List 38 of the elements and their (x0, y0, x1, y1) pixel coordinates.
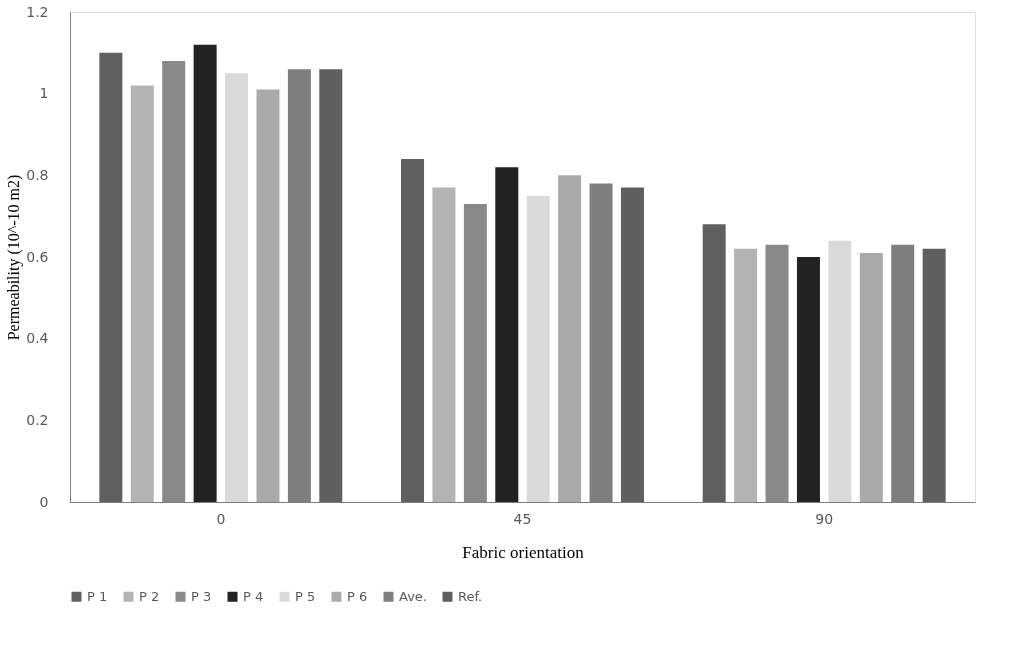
bar (922, 248, 946, 502)
legend-label: Ref. (458, 588, 483, 604)
legend-label: P 4 (243, 588, 264, 604)
bar (734, 248, 758, 502)
bar (130, 85, 154, 502)
bar (859, 252, 883, 502)
x-tick-label: 45 (513, 510, 532, 527)
legend-label: P 2 (139, 588, 160, 604)
x-axis-title: Fabric orientation (462, 542, 585, 562)
y-tick-label: 0.8 (26, 166, 49, 183)
legend-label: P 3 (191, 588, 212, 604)
y-axis-title: Permeability (10^-10 m2) (5, 174, 24, 341)
x-tick-label: 90 (815, 510, 834, 527)
y-tick-label: 0.6 (26, 248, 49, 265)
y-tick-label: 1 (39, 85, 49, 102)
bar (225, 73, 249, 502)
bar (796, 257, 820, 502)
bar (526, 195, 550, 502)
bar (495, 167, 519, 502)
y-tick-label: 1.2 (26, 3, 49, 20)
bar (99, 52, 123, 502)
y-tick-label: 0 (39, 493, 49, 510)
legend-label: P 6 (347, 588, 368, 604)
bar (620, 187, 644, 502)
y-tick-label: 0.2 (26, 411, 49, 428)
bar (401, 159, 425, 502)
x-tick-label: 0 (216, 510, 226, 527)
bar (702, 224, 726, 502)
y-tick-label: 0.4 (26, 330, 49, 347)
bar (193, 44, 217, 502)
bar (256, 89, 280, 502)
bar (319, 69, 343, 502)
legend-label: P 5 (295, 588, 316, 604)
bar (558, 175, 582, 502)
legend-label: Ave. (399, 588, 427, 604)
bar (432, 187, 456, 502)
legend-label: P 1 (87, 588, 108, 604)
bar (828, 240, 852, 502)
